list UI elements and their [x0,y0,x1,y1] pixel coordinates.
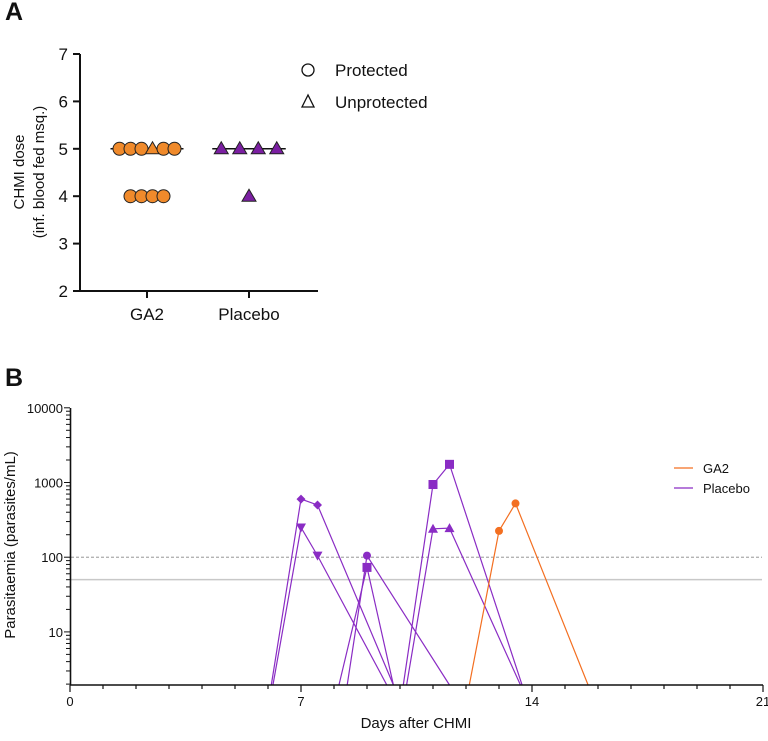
data-point-diamond [313,500,322,510]
y-tick-label-a: 6 [59,92,68,111]
y-tick-label-a: 7 [59,45,68,64]
x-tick-label-b: 21 [756,694,768,709]
point-unprotected-placebo [241,188,257,202]
legend-triangle-icon [300,93,316,108]
x-tick-label-b: 14 [525,694,539,709]
point-protected-ga2 [167,141,182,156]
panel-b: B 10 100 1000 10000 0 7 14 21 Parasitaemia (pa… [2,364,768,732]
point-protected-ga2 [156,189,171,204]
y-tick-label-a: 3 [59,235,68,254]
series-line-ga2-6 [468,502,589,686]
series-line-placebo-5 [406,527,521,686]
legend-b: GA2 Placebo [674,461,750,496]
panel-a: A 2 3 4 5 6 7 GA2 Placebo CHMI dose (inf. bloo… [5,0,428,324]
point-unprotected-placebo [231,140,248,155]
data-point-square [428,480,438,490]
y-axis-label-a-line2: (inf. blood fed msq.) [31,106,48,239]
series-line-placebo-1 [272,525,388,686]
y-tick-label-b: 10000 [27,401,63,416]
data-point-square [445,459,454,469]
y-tick-label-a: 4 [59,187,68,206]
data-point-circle [511,499,520,508]
panel-label-b: B [5,364,23,392]
point-unprotected-ga2 [144,140,161,155]
y-tick-label-a: 5 [59,140,68,159]
x-tick-label-b: 7 [297,694,304,709]
series-line-placebo-0 [270,498,394,686]
legend-label-placebo: Placebo [703,481,750,496]
data-point-triangle [444,523,455,533]
data-point-diamond [296,494,306,504]
legend-a: Protected Unprotected [300,61,428,112]
legend-label-protected: Protected [335,61,408,80]
x-tick-label-b: 0 [66,694,73,709]
legend-circle-icon [301,63,315,77]
point-unprotected-placebo [250,140,267,155]
panel-label-a: A [5,0,23,26]
y-tick-label-b: 1000 [34,476,63,491]
x-axis-label-b: Days after CHMI [361,715,472,732]
y-axis-label-b: Parasitaemia (parasites/mL) [2,451,19,639]
point-unprotected-placebo [213,140,230,155]
legend-label-ga2: GA2 [703,461,729,476]
y-axis-label-a-line1: CHMI dose [11,134,28,209]
series-line-placebo-4 [402,463,523,686]
legend-label-unprotected: Unprotected [335,93,428,112]
data-point-circle [495,526,503,535]
data-point-circle [363,551,371,560]
point-unprotected-placebo [268,140,285,155]
data-point-triangle-down [312,551,323,561]
y-tick-label-b: 100 [41,550,63,565]
data-point-triangle-down [296,523,306,533]
y-tick-label-a: 2 [59,282,68,301]
data-point-square [362,562,372,572]
series-line-placebo-2 [346,553,451,686]
x-tick-label-placebo: Placebo [218,305,279,324]
y-tick-label-b: 10 [49,625,63,640]
data-point-triangle [428,523,438,533]
x-tick-label-ga2: GA2 [130,305,164,324]
